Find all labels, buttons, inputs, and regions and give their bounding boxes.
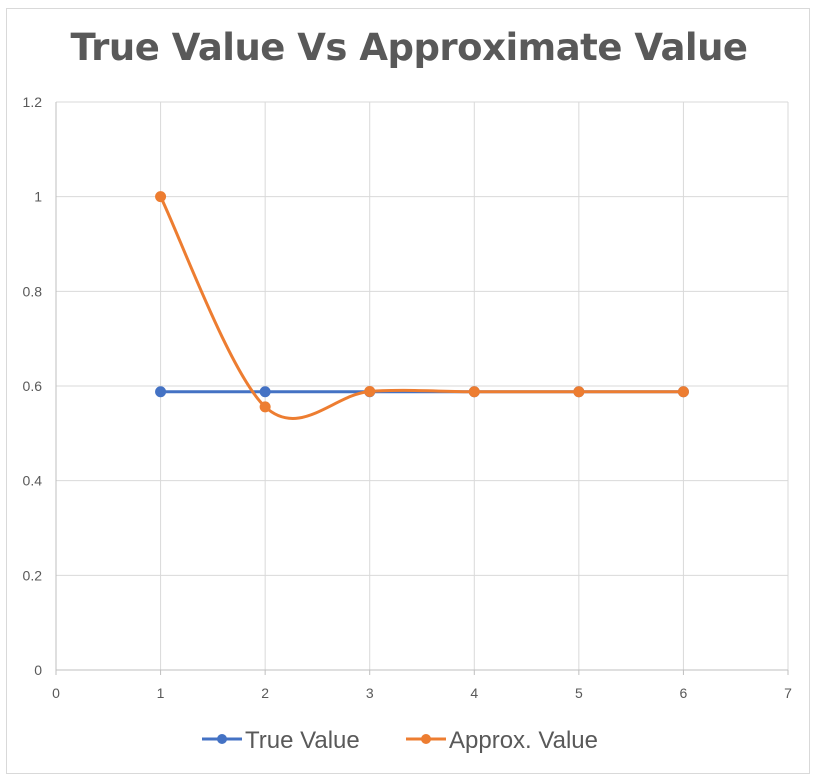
legend-approx-value-swatch-marker xyxy=(421,734,431,744)
x-tick-label: 2 xyxy=(261,685,269,701)
x-tick-label: 3 xyxy=(366,685,374,701)
gridlines xyxy=(56,101,789,670)
approx-value-point xyxy=(677,386,689,398)
x-tick-label: 4 xyxy=(470,685,478,701)
x-tick-label: 5 xyxy=(575,685,583,701)
approx-value-point xyxy=(364,385,376,397)
y-tick-label: 1.2 xyxy=(23,94,43,110)
series xyxy=(155,191,689,420)
y-tick-label: 0.2 xyxy=(23,567,43,583)
chart-title: True Value Vs Approximate Value xyxy=(70,26,748,69)
x-tick-label: 6 xyxy=(680,685,688,701)
approx-value-point xyxy=(468,386,480,398)
tick-labels: 0 1 2 3 4 5 6 7 0 0.2 0.4 0.6 0.8 1 1.2 xyxy=(23,94,793,701)
y-tick-label: 0.6 xyxy=(23,378,43,394)
legend-true-value-swatch-marker xyxy=(217,734,227,744)
y-tick-label: 1 xyxy=(34,189,42,205)
x-tick-label: 1 xyxy=(157,685,165,701)
legend: True Value Approx. Value xyxy=(202,727,598,754)
y-tick-label: 0 xyxy=(34,662,42,678)
legend-true-value-label: True Value xyxy=(245,727,360,754)
approx-value-point xyxy=(155,191,167,203)
y-tick-label: 0.4 xyxy=(23,473,43,489)
x-tick-label: 7 xyxy=(784,685,792,701)
true-value-point xyxy=(155,386,167,398)
axes xyxy=(55,102,789,675)
approx-value-point xyxy=(573,386,585,398)
approx-value-point xyxy=(259,401,271,413)
true-value-point xyxy=(259,386,271,398)
y-tick-label: 0.8 xyxy=(23,283,43,299)
legend-approx-value-label: Approx. Value xyxy=(449,727,598,754)
x-tick-label: 0 xyxy=(52,685,60,701)
approx-value-line xyxy=(159,195,685,420)
